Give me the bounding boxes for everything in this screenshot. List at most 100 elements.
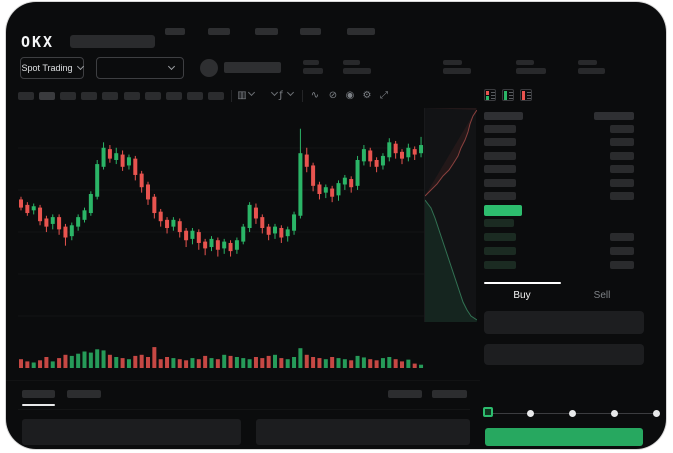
bottom-right-item-placeholder[interactable] — [388, 390, 422, 398]
pair-name-placeholder — [224, 62, 281, 73]
volume-bar — [25, 361, 30, 368]
icon-mark — [509, 98, 513, 99]
tab-buy[interactable]: Buy — [513, 290, 531, 301]
ask-amount-placeholder — [610, 125, 634, 133]
toolbar-pill-placeholder[interactable] — [81, 92, 98, 100]
candle-body — [209, 238, 214, 248]
bottom-panel-placeholder[interactable] — [256, 419, 470, 445]
toolbar-pill-placeholder[interactable] — [60, 92, 77, 100]
volume-bar — [19, 359, 23, 368]
amount-input[interactable] — [484, 344, 644, 365]
volume-bar — [38, 360, 43, 368]
toolbar-pill-placeholder[interactable] — [18, 92, 34, 100]
volume-bar — [406, 359, 411, 368]
last-price-pill[interactable] — [484, 205, 522, 216]
candle-body — [298, 153, 303, 216]
volume-bar — [107, 354, 112, 368]
toolbar-pill-placeholder[interactable] — [144, 92, 161, 100]
nav-item-placeholder[interactable] — [255, 28, 278, 35]
volume-bar — [311, 357, 316, 368]
toolbar-pill-placeholder[interactable] — [207, 92, 224, 100]
orderbook-bids-icon[interactable] — [502, 89, 514, 101]
compare-icon[interactable]: ⊘ — [328, 90, 338, 101]
volume-bar — [323, 359, 328, 368]
slider-step-dot[interactable] — [610, 410, 618, 417]
volume-bar — [387, 357, 392, 368]
volume-bar — [63, 354, 68, 368]
okx-logo[interactable]: OKX — [21, 33, 55, 51]
candle-body — [63, 226, 68, 238]
volume-bar — [241, 358, 246, 368]
slider-handle[interactable] — [483, 407, 493, 417]
candlestick-chart — [19, 128, 424, 368]
ask-amount-placeholder — [610, 138, 634, 147]
ask-amount-placeholder — [610, 192, 634, 200]
stat-label-placeholder — [303, 60, 319, 65]
volume-bar — [203, 355, 208, 368]
volume-bar — [253, 357, 258, 368]
chart-type-icon[interactable]: ▥ — [237, 90, 247, 101]
volume-bar — [31, 362, 36, 368]
bottom-tab-placeholder[interactable] — [67, 390, 101, 398]
toolbar-pill-placeholder[interactable] — [102, 92, 119, 100]
nav-item-placeholder[interactable] — [165, 28, 185, 35]
ask-price-placeholder — [484, 125, 516, 133]
candle-body — [38, 207, 43, 222]
volume-bar — [177, 359, 182, 368]
candle-body — [76, 217, 81, 227]
candle-body — [279, 228, 284, 238]
candle-body — [323, 187, 328, 193]
settings-icon[interactable]: ⚙ — [362, 90, 372, 101]
candle-body — [196, 232, 201, 243]
bottom-tab-placeholder[interactable] — [22, 390, 55, 398]
indicators-icon[interactable]: ƒ — [279, 90, 283, 101]
fullscreen-icon[interactable]: ⤢ — [380, 90, 388, 101]
screenshot-icon[interactable]: ◉ — [345, 90, 355, 101]
price-input[interactable] — [484, 311, 644, 334]
candle-body — [419, 145, 424, 154]
bid-amount-placeholder — [610, 233, 634, 241]
ask-amount-placeholder — [610, 165, 634, 174]
trading-app: OKX Spot Trading ▥ ƒ — [6, 2, 666, 449]
toolbar-pill-placeholder[interactable] — [165, 92, 182, 100]
toolbar-pill-placeholder[interactable] — [123, 92, 140, 100]
nav-item-placeholder[interactable] — [300, 28, 321, 35]
amount-slider[interactable] — [483, 406, 660, 422]
nav-item-placeholder[interactable] — [347, 28, 375, 35]
slider-step-dot[interactable] — [652, 410, 660, 417]
line-style-icon[interactable]: ∿ — [310, 90, 320, 101]
bottom-panel-placeholder[interactable] — [22, 419, 241, 445]
volume-bar — [69, 355, 74, 368]
volume-bar — [380, 358, 385, 368]
volume-bar — [266, 355, 271, 368]
search-input[interactable] — [70, 35, 155, 48]
toolbar-pill-placeholder[interactable] — [39, 92, 56, 100]
candle-body — [190, 230, 195, 239]
candle-body — [266, 226, 271, 235]
coin-avatar — [200, 59, 218, 77]
volume-bar — [133, 355, 138, 368]
candle-body — [412, 149, 417, 155]
orderbook-asks-icon[interactable] — [520, 89, 532, 101]
ask-price-placeholder — [484, 165, 516, 174]
market-type-dropdown[interactable]: Spot Trading — [20, 57, 84, 79]
slider-step-dot[interactable] — [569, 410, 576, 417]
chart-canvas[interactable] — [18, 108, 424, 372]
volume-bar — [82, 351, 87, 368]
tab-sell[interactable]: Sell — [593, 290, 611, 301]
candle-body — [234, 240, 239, 250]
pair-selector-dropdown[interactable] — [96, 57, 184, 79]
volume-bar — [285, 359, 290, 368]
nav-item-placeholder[interactable] — [208, 28, 230, 35]
candle-body — [69, 225, 74, 237]
bottom-right-item-placeholder[interactable] — [432, 390, 467, 398]
volume-bar — [349, 360, 354, 368]
buy-submit-button[interactable] — [485, 428, 643, 446]
toolbar-pill-placeholder[interactable] — [186, 92, 203, 100]
slider-step-dot[interactable] — [527, 410, 535, 417]
orderbook-both-icon[interactable] — [484, 89, 496, 101]
bottom-divider — [18, 409, 470, 410]
candle-body — [152, 196, 157, 214]
bottom-tab-active-underline — [22, 404, 55, 406]
